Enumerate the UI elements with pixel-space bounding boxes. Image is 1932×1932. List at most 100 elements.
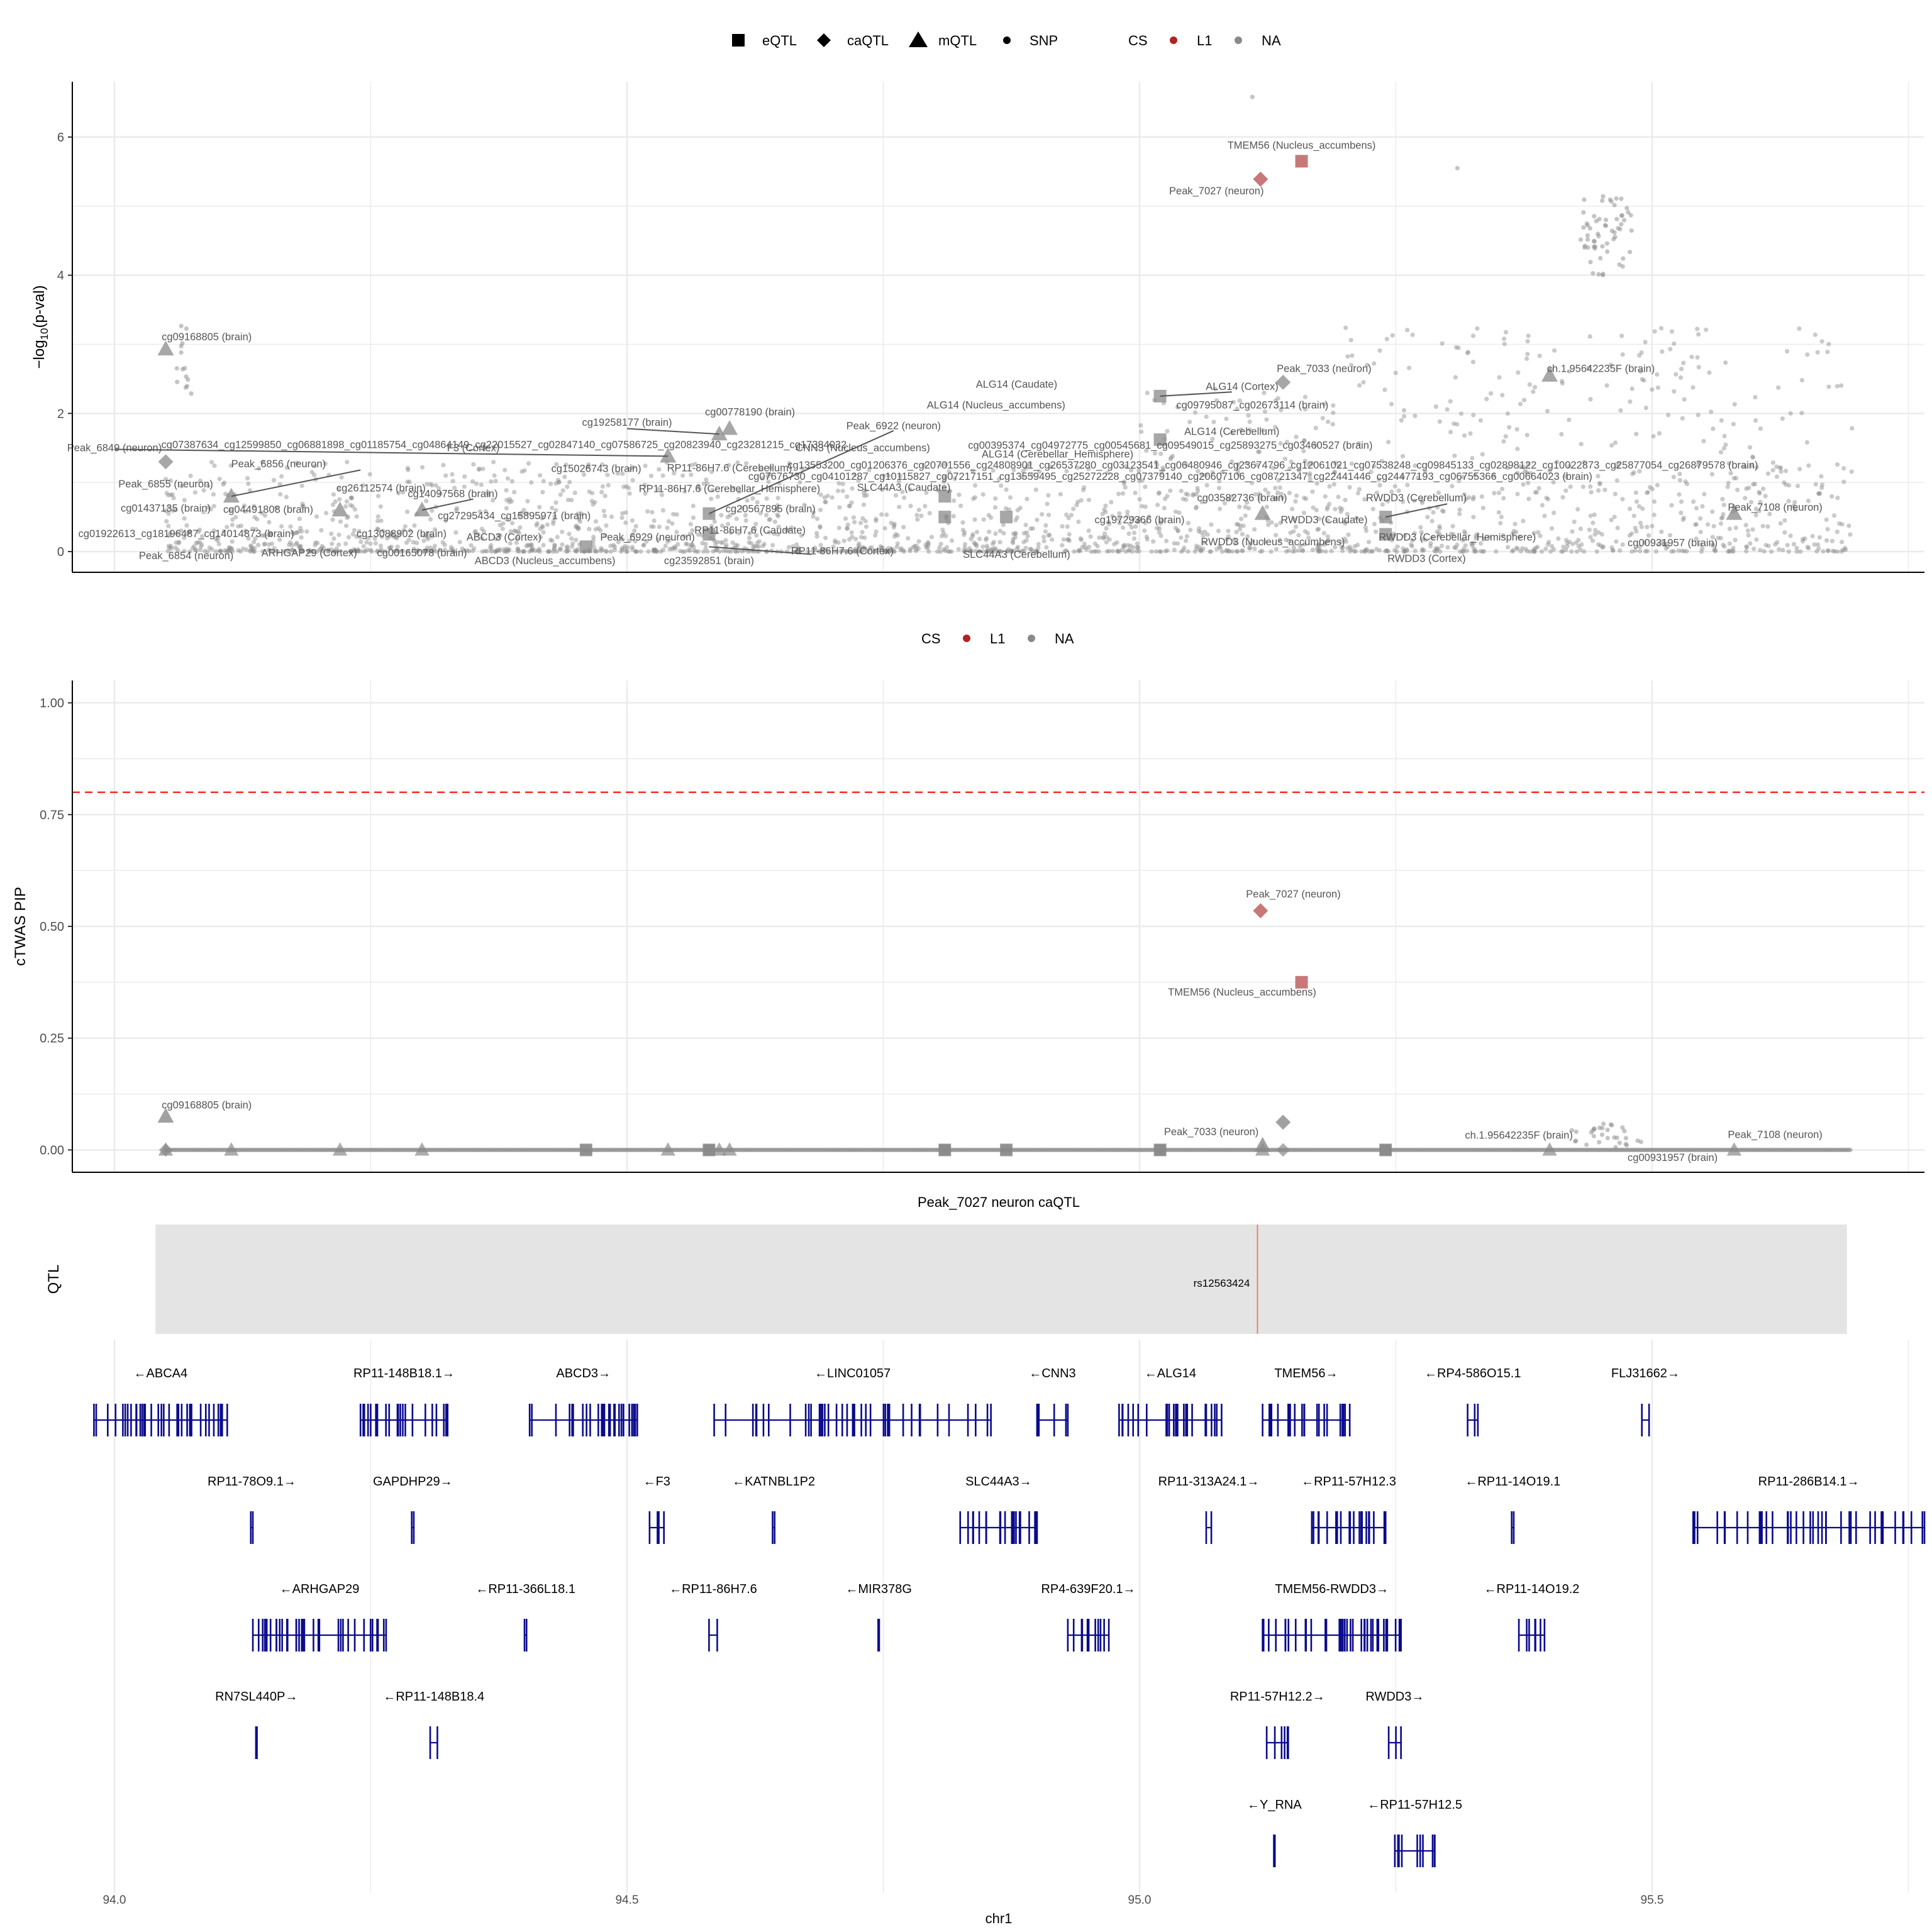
snp-point bbox=[1205, 532, 1210, 537]
gene-exon bbox=[1013, 1511, 1015, 1544]
qtl-track-title: Peak_7027 neuron caQTL bbox=[918, 1194, 1080, 1210]
snp-point bbox=[1377, 548, 1382, 553]
snp-point bbox=[1552, 348, 1557, 353]
snp-point bbox=[1394, 549, 1399, 554]
snp-point bbox=[1448, 430, 1453, 435]
snp-point bbox=[691, 515, 696, 520]
snp-point bbox=[1327, 484, 1332, 489]
snp-point bbox=[818, 524, 823, 529]
gene-label: RP11-57H12.2→ bbox=[1230, 1690, 1325, 1704]
snp-point bbox=[1621, 218, 1627, 223]
snp-point bbox=[947, 469, 952, 474]
snp-point bbox=[1365, 362, 1370, 368]
snp-point bbox=[1514, 427, 1519, 432]
snp-point bbox=[229, 546, 234, 551]
point-label: cg14097568 (brain) bbox=[408, 488, 497, 499]
gene-exon bbox=[1365, 1511, 1367, 1544]
snp-point bbox=[470, 479, 475, 484]
snp-point bbox=[1120, 525, 1126, 530]
snp-point bbox=[999, 549, 1004, 554]
snp-point bbox=[1572, 519, 1577, 525]
snp-point bbox=[1539, 549, 1545, 554]
snp-point bbox=[863, 519, 868, 524]
snp-point bbox=[747, 535, 752, 541]
snp-point bbox=[165, 548, 170, 553]
snp-point bbox=[1546, 540, 1552, 545]
snp-point bbox=[405, 509, 410, 514]
snp-point bbox=[1185, 492, 1191, 497]
point-label: RWDD3 (Caudate) bbox=[1280, 514, 1367, 526]
gene-exon bbox=[1028, 1511, 1030, 1544]
snp-point bbox=[760, 543, 765, 548]
snp-point bbox=[1196, 529, 1201, 534]
snp-point bbox=[1785, 543, 1790, 548]
snp-point bbox=[1591, 244, 1596, 249]
gene-exon bbox=[1386, 1619, 1389, 1652]
gene-exon bbox=[1185, 1404, 1187, 1436]
snp-point bbox=[1725, 549, 1731, 554]
association-snp-points bbox=[164, 94, 1855, 554]
point-label: Peak_6929 (neuron) bbox=[600, 531, 694, 543]
snp-point bbox=[703, 545, 708, 550]
snp-point bbox=[1585, 237, 1591, 242]
snp-point bbox=[333, 499, 338, 504]
gene-exon bbox=[1318, 1404, 1320, 1436]
snp-point bbox=[884, 548, 889, 553]
snp-point bbox=[1778, 465, 1784, 470]
snp-point bbox=[1634, 431, 1639, 436]
snp-point bbox=[1515, 447, 1520, 452]
snp-point bbox=[379, 534, 384, 540]
snp-point bbox=[525, 499, 530, 504]
snp-point bbox=[1694, 522, 1699, 527]
ctwas-point bbox=[1254, 1136, 1271, 1152]
snp-point bbox=[1735, 487, 1740, 492]
snp-point bbox=[1438, 549, 1443, 554]
snp-point bbox=[1826, 548, 1831, 553]
snp-point bbox=[1194, 547, 1199, 552]
snp-point bbox=[1585, 245, 1591, 250]
snp-point bbox=[634, 549, 639, 554]
snp-point bbox=[170, 492, 175, 497]
gene-exon bbox=[636, 1404, 638, 1436]
snp-point bbox=[1780, 547, 1785, 553]
gene-exon bbox=[163, 1404, 165, 1436]
snp-point bbox=[199, 542, 204, 547]
snp-point bbox=[1497, 375, 1502, 380]
snp-point bbox=[962, 532, 967, 537]
snp-point bbox=[1370, 549, 1375, 554]
gene-exon bbox=[1395, 1726, 1397, 1759]
snp-point bbox=[243, 509, 248, 514]
snp-point bbox=[484, 548, 490, 554]
y-tick-label: 0.25 bbox=[40, 1032, 64, 1046]
snp-point bbox=[361, 544, 366, 549]
snp-point bbox=[1065, 524, 1070, 529]
gene-track-gridlines bbox=[113, 1340, 1909, 1893]
snp-point bbox=[754, 533, 759, 538]
snp-point bbox=[250, 546, 255, 551]
gene-exon bbox=[431, 1404, 433, 1436]
snp-point bbox=[692, 548, 697, 553]
gene-label: ←RP11-14O19.2 bbox=[1484, 1582, 1580, 1596]
point-label: RP11-86H7.6 (Cerebellar_Hemisphere) bbox=[639, 484, 821, 495]
snp-point bbox=[1464, 548, 1470, 553]
gene-exon bbox=[555, 1404, 557, 1436]
point-label: SLC44A3 (Caudate) bbox=[857, 482, 951, 493]
snp-point bbox=[477, 509, 482, 514]
snp-point bbox=[1185, 549, 1191, 554]
snp-point bbox=[1430, 518, 1435, 524]
snp-point bbox=[720, 540, 725, 545]
qtl-point bbox=[157, 340, 174, 356]
snp-point bbox=[1618, 408, 1623, 413]
snp-point bbox=[1250, 94, 1255, 99]
snp-point bbox=[1192, 410, 1198, 415]
gene-exon bbox=[1880, 1511, 1883, 1544]
snp-point bbox=[1125, 543, 1131, 548]
snp-point bbox=[1561, 544, 1566, 550]
gene-exon bbox=[1221, 1404, 1223, 1436]
snp-point bbox=[840, 548, 845, 553]
snp-point bbox=[1224, 536, 1230, 541]
snp-point bbox=[1460, 549, 1465, 554]
gene-exon bbox=[648, 1511, 651, 1544]
snp-point bbox=[1316, 549, 1321, 554]
gene-exon bbox=[337, 1619, 340, 1652]
